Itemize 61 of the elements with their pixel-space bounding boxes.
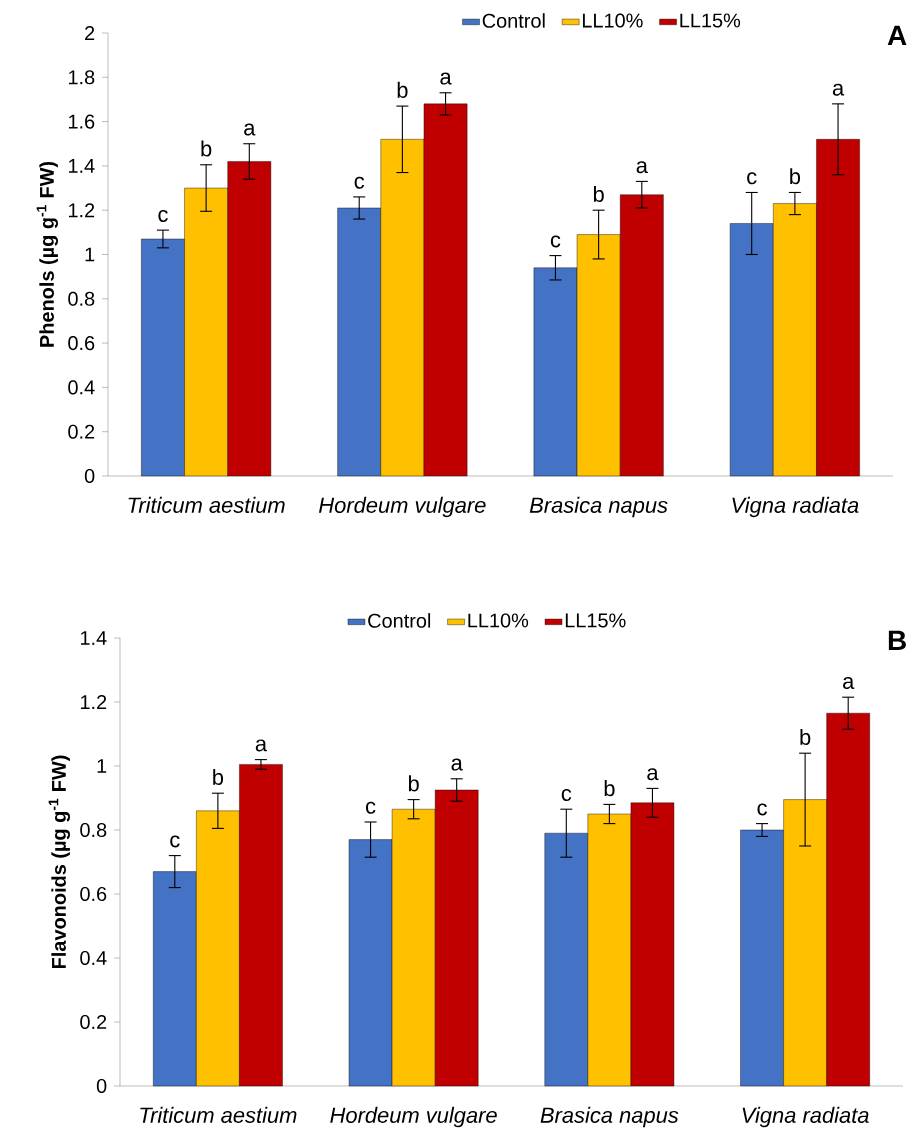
data-label: b — [408, 775, 419, 792]
data-label: a — [843, 676, 855, 689]
y-tick-label: 1.2 — [80, 695, 107, 709]
y-axis-title: Phenols (µg g$^{-1}$ FW) — [36, 161, 58, 347]
y-tick-label: 0.2 — [68, 424, 95, 439]
x-tick-label: Brasica napus — [540, 1106, 679, 1128]
chart-title: B — [888, 630, 906, 651]
data-label: c — [561, 788, 572, 801]
y-tick-label: 1.4 — [80, 631, 107, 645]
x-tick-label: Hordeum vulgare — [318, 496, 486, 518]
y-tick-label: 0.2 — [80, 1014, 107, 1030]
data-label: a — [451, 758, 463, 771]
y-tick-label: 0.6 — [68, 336, 95, 351]
y-tick-label: 0.6 — [80, 886, 107, 902]
data-label: c — [354, 176, 365, 189]
legend-label: LL15% — [565, 613, 626, 628]
x-tick-label: Vigna radiata — [742, 1106, 869, 1128]
x-tick-label: Vigna radiata — [732, 496, 859, 518]
data-label: c — [170, 835, 180, 848]
data-label: c — [757, 803, 767, 816]
y-tick-label: 0 — [84, 468, 95, 484]
data-label: a — [440, 72, 452, 85]
x-tick-label: Brasica napus — [529, 496, 668, 518]
x-tick-label: Triticum aestium — [140, 1106, 297, 1123]
data-label: a — [832, 83, 845, 96]
y-tick-label: 1.2 — [68, 203, 95, 218]
chart-title: A — [887, 25, 907, 46]
x-tick-label: Triticum aestium — [128, 496, 285, 513]
y-tick-label: 1.8 — [68, 70, 95, 85]
legend-label: LL15% — [680, 13, 741, 28]
y-tick-label: 1 — [97, 759, 107, 773]
legend-label: LL10% — [468, 613, 529, 628]
data-label: a — [647, 768, 659, 781]
y-tick-label: 0.4 — [68, 380, 95, 395]
y-tick-label: 1 — [85, 247, 95, 262]
legend-label: Control — [368, 613, 431, 628]
data-label: b — [397, 81, 408, 98]
data-label: c — [550, 235, 561, 248]
data-label: c — [747, 172, 757, 185]
data-label: b — [790, 168, 801, 185]
y-tick-label: 0.8 — [68, 291, 95, 306]
y-tick-label: 1.6 — [68, 114, 95, 129]
data-label: a — [244, 123, 256, 136]
legend-label: LL10% — [582, 13, 643, 28]
data-label: a — [636, 161, 648, 174]
data-label: c — [158, 209, 168, 222]
y-tick-label: 0.4 — [80, 950, 107, 966]
y-tick-label: 1.4 — [68, 159, 95, 173]
y-axis-title: Flavonoids (µg g$^{-1}$ FW) — [48, 755, 70, 969]
legend-label: Control — [482, 13, 545, 28]
data-label: b — [201, 140, 212, 157]
y-tick-label: 0 — [96, 1078, 107, 1094]
data-label: b — [213, 768, 224, 785]
data-label: b — [800, 728, 811, 745]
x-tick-label: Hordeum vulgare — [330, 1106, 497, 1128]
y-tick-label: 0.8 — [80, 822, 107, 838]
data-label: c — [366, 801, 376, 814]
data-label: a — [255, 739, 268, 752]
y-tick-label: 2 — [85, 26, 95, 40]
data-label: b — [593, 185, 604, 202]
data-label: b — [604, 780, 615, 797]
